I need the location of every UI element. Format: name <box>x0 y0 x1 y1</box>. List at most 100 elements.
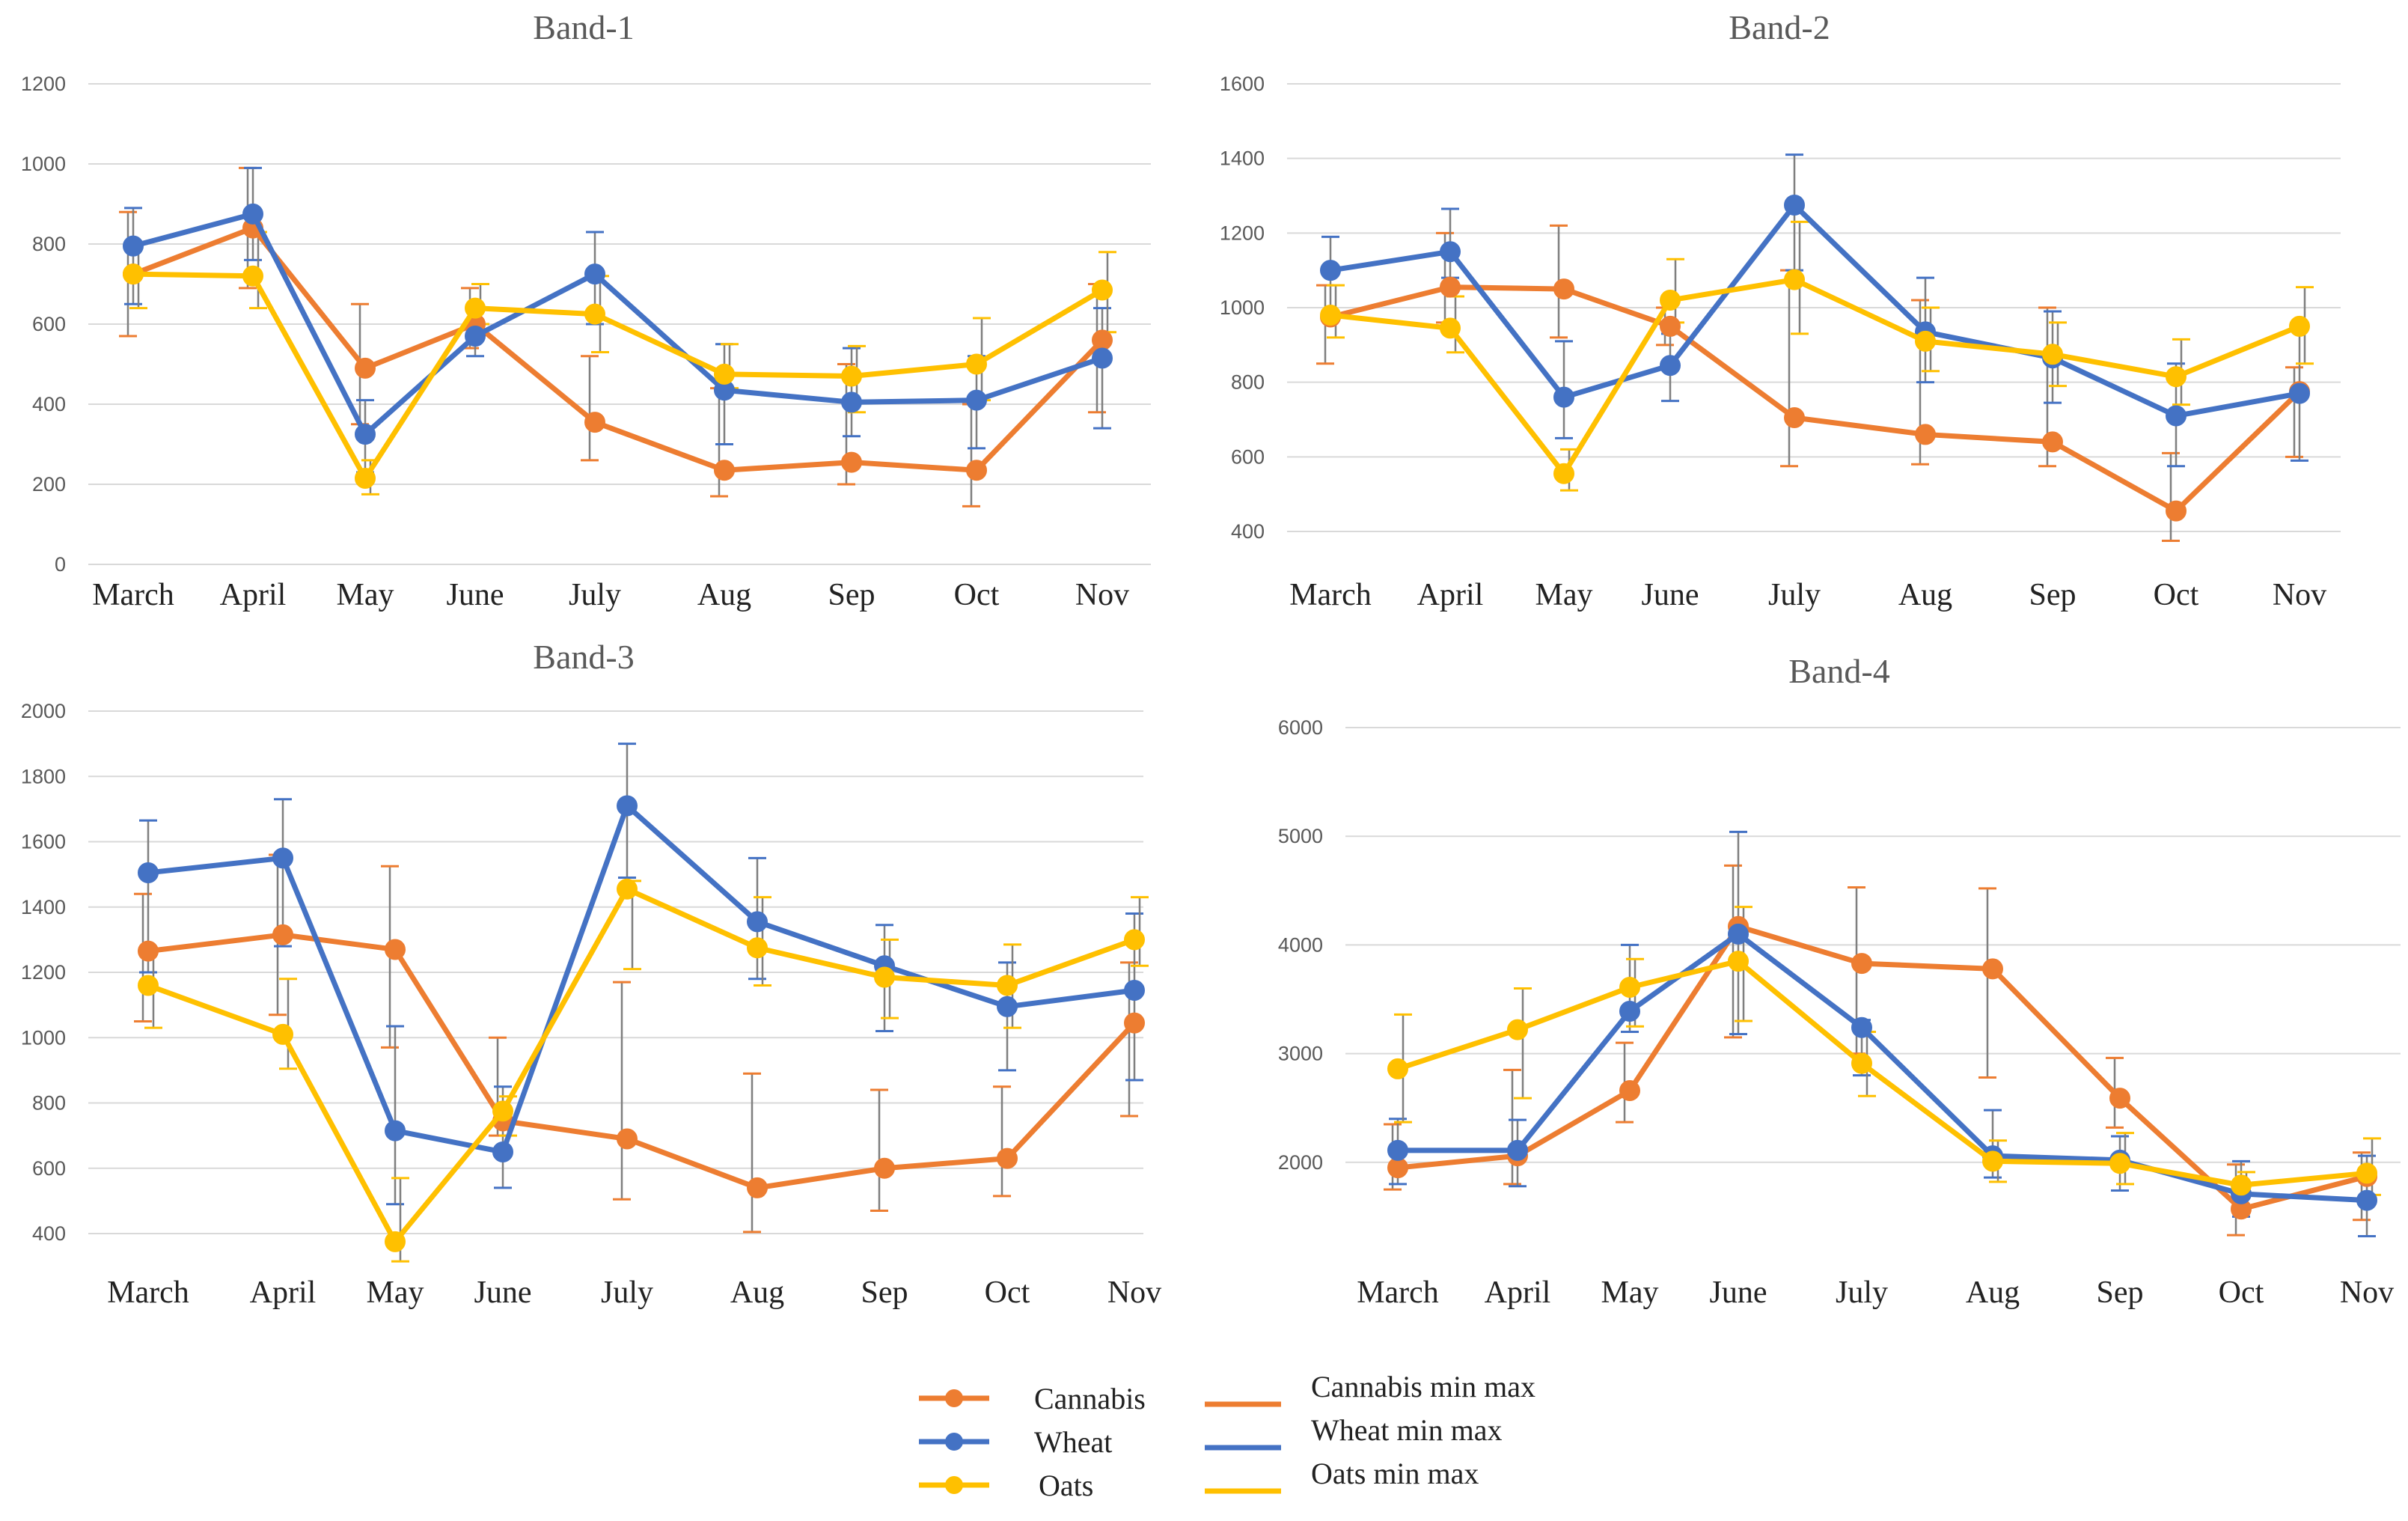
y-tick-label: 2000 <box>21 700 66 722</box>
chart-title: Band-2 <box>1729 8 1830 46</box>
data-point-oats <box>1660 290 1681 311</box>
x-tick-label: Sep <box>861 1275 908 1310</box>
y-tick-label: 1400 <box>1220 147 1265 170</box>
data-point-wheat <box>1784 194 1805 216</box>
data-point-wheat <box>617 795 638 817</box>
chart-title: Band-1 <box>533 8 634 46</box>
data-point-oats <box>2166 366 2187 388</box>
y-tick-label: 1600 <box>1220 73 1265 95</box>
data-point-cannabis <box>1660 315 1681 337</box>
y-tick-label: 1200 <box>21 73 66 95</box>
error-bar-cannabis <box>743 1072 761 1234</box>
data-point-wheat <box>1507 1139 1528 1161</box>
x-tick-label: Sep <box>828 578 876 612</box>
y-tick-label: 600 <box>32 1157 66 1180</box>
data-point-oats <box>1728 951 1749 972</box>
error-bar-cannabis <box>581 355 599 462</box>
x-tick-label: July <box>601 1275 653 1310</box>
legend-item-wheat: Wheat <box>919 1425 1112 1459</box>
x-tick-label: Nov <box>2340 1275 2394 1310</box>
data-point-cannabis <box>1440 276 1461 298</box>
y-tick-label: 200 <box>32 473 66 496</box>
y-tick-label: 6000 <box>1278 716 1323 739</box>
error-bar-cannabis <box>870 1088 888 1212</box>
data-point-oats <box>714 363 735 385</box>
data-point-cannabis <box>2109 1088 2130 1109</box>
x-tick-label: March <box>1357 1275 1439 1310</box>
data-point-oats <box>966 353 987 375</box>
data-point-oats <box>272 1023 293 1045</box>
data-point-oats <box>2042 344 2063 365</box>
x-tick-label: Oct <box>985 1275 1030 1310</box>
data-point-oats <box>2109 1153 2130 1174</box>
x-tick-label: March <box>1289 578 1372 612</box>
data-point-cannabis <box>874 1157 895 1179</box>
data-point-cannabis <box>966 460 987 481</box>
data-point-oats <box>492 1100 513 1122</box>
legend-label: Cannabis min max <box>1311 1370 1535 1403</box>
error-bar-cannabis <box>993 1085 1011 1198</box>
legend-marker <box>945 1476 963 1494</box>
x-tick-label: July <box>1836 1275 1888 1310</box>
data-point-oats <box>465 297 486 319</box>
data-point-oats <box>2356 1162 2377 1184</box>
data-point-wheat <box>242 203 263 225</box>
error-bar-cannabis <box>962 403 980 507</box>
data-point-oats <box>2289 315 2310 337</box>
data-point-wheat <box>355 424 376 445</box>
legend-label: Cannabis <box>1034 1382 1146 1415</box>
y-tick-label: 800 <box>32 1092 66 1115</box>
x-tick-label: May <box>1601 1275 1659 1310</box>
data-point-cannabis <box>2042 431 2063 453</box>
legend-item-oats-min-max: Oats min max <box>1205 1457 1479 1494</box>
data-point-oats <box>1320 304 1341 326</box>
data-point-oats <box>1851 1052 1872 1074</box>
y-tick-label: 3000 <box>1278 1043 1323 1065</box>
series-line-oats <box>1330 277 2301 477</box>
y-tick-label: 1000 <box>21 1026 66 1049</box>
y-tick-label: 1600 <box>21 831 66 853</box>
y-tick-label: 2000 <box>1278 1151 1323 1174</box>
data-point-cannabis <box>1619 1079 1640 1101</box>
data-point-cannabis <box>1915 424 1936 445</box>
x-tick-label: May <box>367 1275 424 1310</box>
data-point-wheat <box>1124 979 1145 1001</box>
data-point-oats <box>355 467 376 489</box>
x-tick-label: April <box>250 1275 317 1310</box>
series-line-wheat <box>1398 931 2368 1204</box>
legend: Cannabis Wheat Oats Cannabis min max Wheat m… <box>919 1370 1535 1502</box>
x-tick-label: Oct <box>2154 578 2199 612</box>
data-point-cannabis <box>617 1128 638 1150</box>
x-tick-label: March <box>107 1275 189 1310</box>
x-tick-label: July <box>1768 578 1821 612</box>
data-point-wheat <box>1660 355 1681 377</box>
data-point-wheat <box>2166 405 2187 427</box>
legend-item-cannabis-min-max: Cannabis min max <box>1205 1370 1535 1407</box>
error-bar-cannabis <box>613 981 631 1201</box>
legend-item-oats: Oats <box>919 1469 1093 1502</box>
data-point-oats <box>1387 1058 1408 1079</box>
data-point-wheat <box>2356 1189 2377 1211</box>
x-tick-label: May <box>1535 578 1593 612</box>
y-tick-label: 600 <box>32 313 66 335</box>
x-tick-label: Nov <box>1107 1275 1161 1310</box>
data-point-wheat <box>2289 382 2310 404</box>
data-point-oats <box>874 966 895 988</box>
data-point-oats <box>385 1231 406 1252</box>
data-point-wheat <box>1553 386 1574 408</box>
data-point-cannabis <box>584 412 605 433</box>
x-tick-label: Aug <box>1898 578 1952 612</box>
legend-label: Oats <box>1039 1469 1093 1502</box>
y-tick-label: 0 <box>55 553 66 576</box>
data-point-cannabis <box>138 940 159 962</box>
x-tick-label: Sep <box>2029 578 2077 612</box>
y-tick-label: 5000 <box>1278 825 1323 847</box>
y-tick-label: 4000 <box>1278 933 1323 956</box>
error-bar-oats <box>279 978 297 1070</box>
data-point-cannabis <box>1124 1012 1145 1034</box>
x-tick-label: Aug <box>697 578 751 612</box>
data-point-wheat <box>584 263 605 285</box>
y-tick-label: 800 <box>32 233 66 255</box>
data-point-cannabis <box>997 1147 1018 1169</box>
error-bar-cannabis <box>1780 269 1798 468</box>
